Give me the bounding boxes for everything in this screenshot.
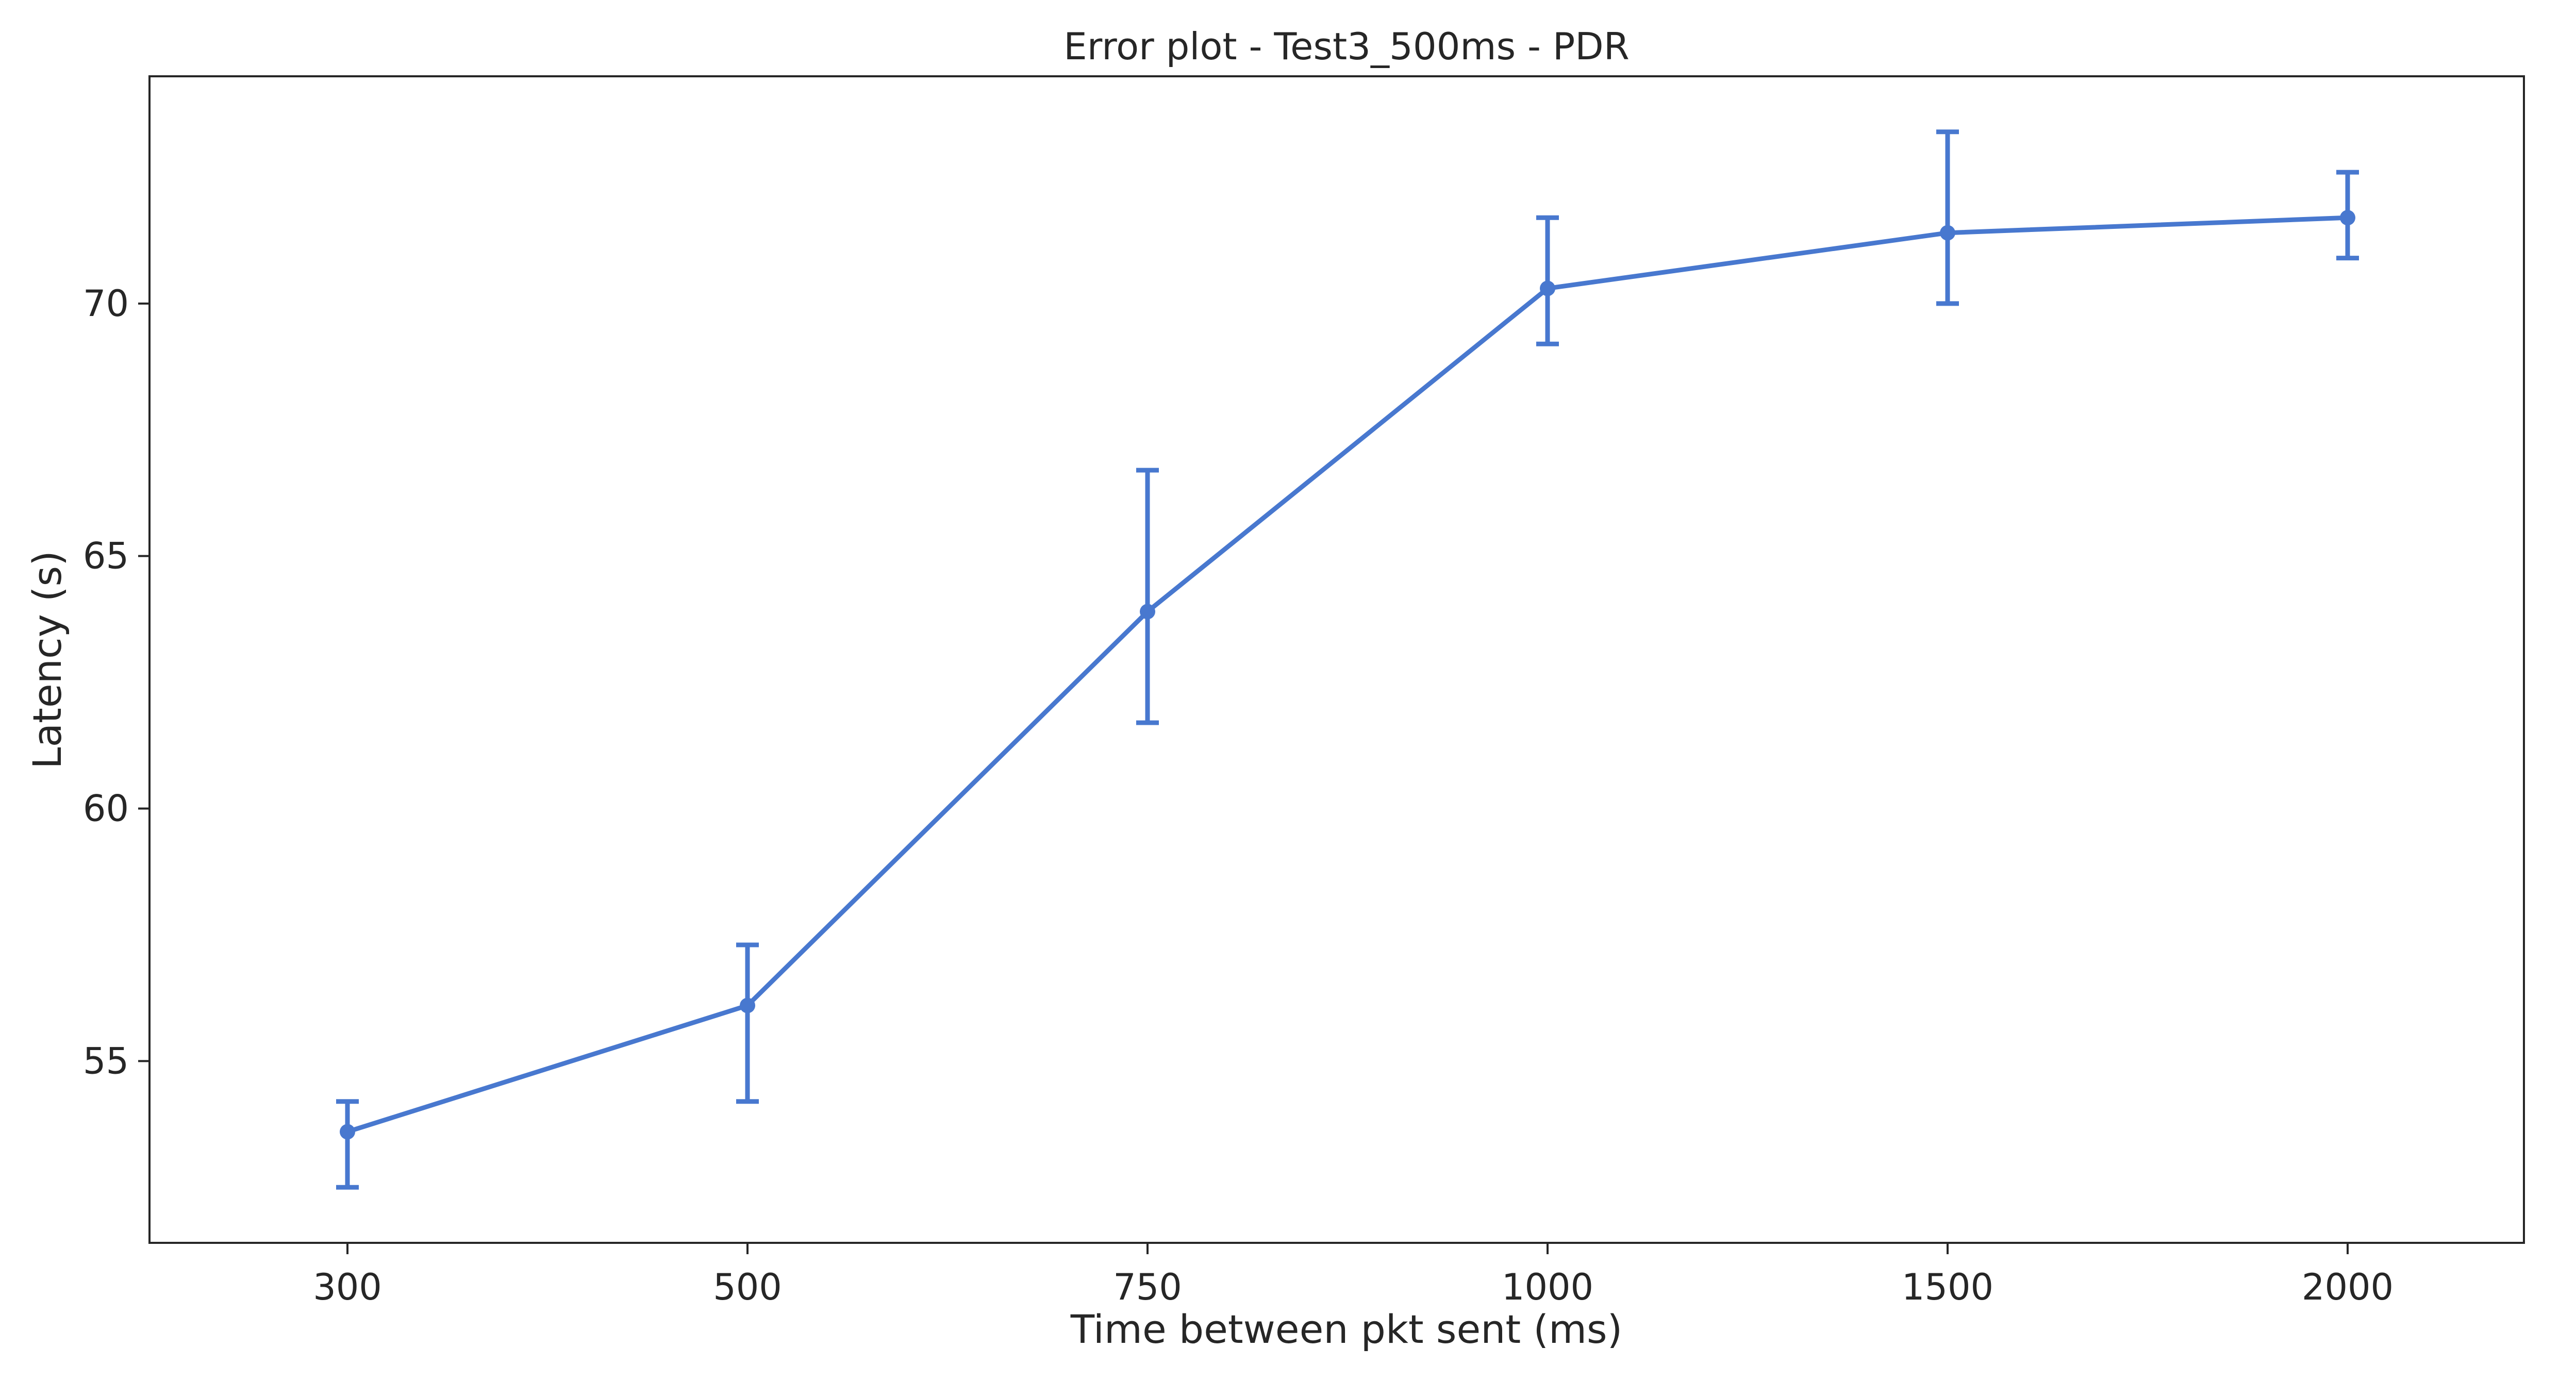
plot-frame	[148, 75, 2525, 1244]
x-tick-label: 300	[313, 1266, 382, 1308]
y-axis-ticks: 55 60 65 70	[83, 282, 149, 1082]
data-point	[2340, 210, 2355, 226]
y-axis-label: Latency (s)	[24, 551, 70, 769]
x-tick-label: 500	[713, 1266, 782, 1308]
data-point	[740, 997, 755, 1013]
y-tick-label: 55	[83, 1040, 129, 1082]
x-axis-label: Time between pkt sent (ms)	[1070, 1306, 1623, 1352]
data-point	[1540, 280, 1555, 296]
x-tick-label: 750	[1113, 1266, 1182, 1308]
y-tick-label: 65	[83, 535, 129, 577]
series-line	[346, 215, 2348, 1134]
x-tick-label: 1500	[1902, 1266, 1993, 1308]
y-tick-label: 60	[83, 787, 129, 829]
data-point	[340, 1124, 355, 1140]
x-tick-label: 2000	[2302, 1266, 2394, 1308]
data-point	[1140, 604, 1155, 620]
chart-title: Error plot - Test3_500ms - PDR	[1063, 25, 1629, 68]
x-axis-ticks: 300 500 750 1000 1500 2000	[313, 1243, 2394, 1308]
data-point	[1940, 225, 1955, 241]
x-tick-label: 1000	[1502, 1266, 1593, 1308]
y-tick-label: 70	[83, 282, 129, 325]
data-points	[340, 210, 2355, 1140]
